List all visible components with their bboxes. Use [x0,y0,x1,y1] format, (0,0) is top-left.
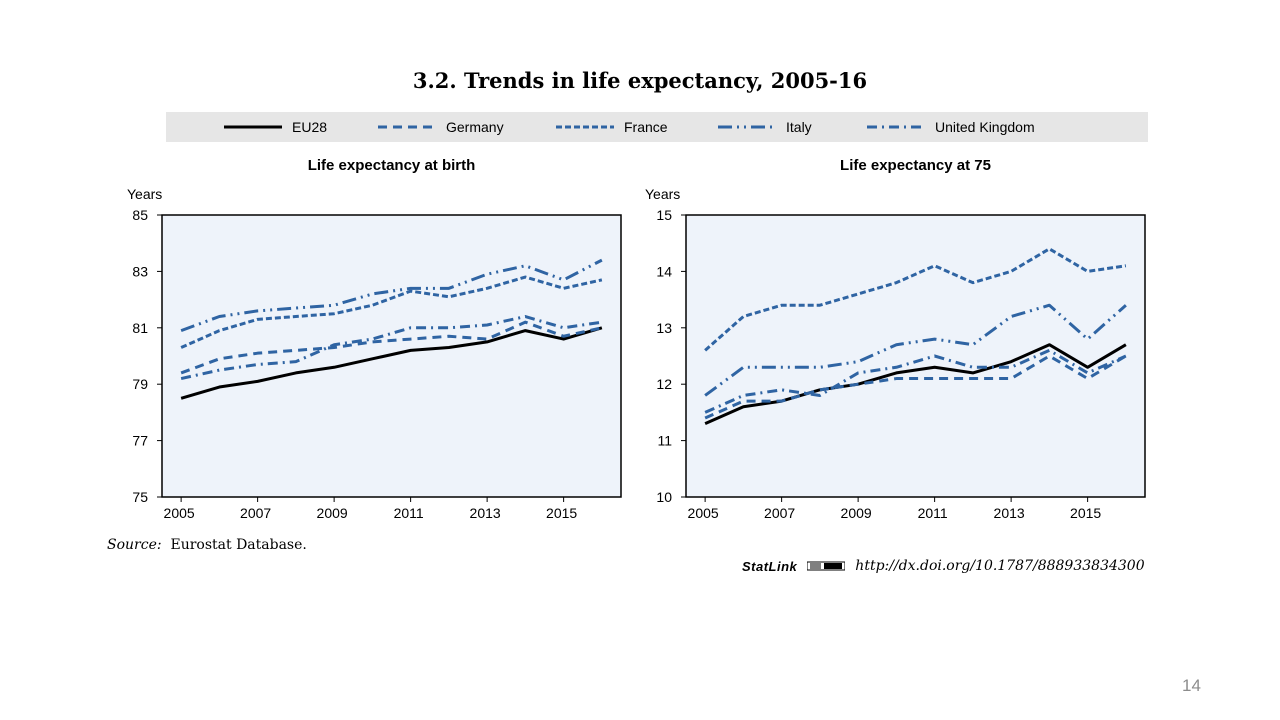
statlink-logo-icon [807,561,846,571]
y-tick-label: 83 [132,263,148,279]
chart-life-expectancy-75: 10 11 12 13 14 15 2005 2007 2009 2011 2013 2015 [656,207,1146,521]
series-line-uk [180,315,603,381]
y-tick-label: 79 [132,376,148,392]
y-tick-label: 12 [656,376,672,392]
series-line-france [180,275,603,349]
legend-item-germany: Germany [378,112,504,142]
source-text: Eurostat Database. [170,537,307,553]
y-tick-label: 11 [657,433,672,449]
y-axis-label-75: Years [645,186,681,202]
legend-label: Germany [446,119,504,135]
y-tick-label: 81 [132,320,148,336]
figure-title: 3.2. Trends in life expectancy, 2005-16 [412,68,868,93]
y-tick-label: 15 [656,207,672,223]
x-tick-label: 2005 [688,505,719,521]
series-line-germany [704,354,1127,420]
y-tick-label: 13 [656,320,672,336]
series-line-germany [180,320,603,375]
statlink-url[interactable]: http://dx.doi.org/10.1787/888933834300 [855,558,1145,574]
x-tick-label: 2007 [240,505,271,521]
x-tick-label: 2013 [994,505,1025,521]
statlink-label: StatLink [742,558,798,574]
x-tick-label: 2015 [546,505,577,521]
legend-item-eu28: EU28 [224,112,327,142]
y-tick-label: 75 [132,489,148,505]
y-tick-label: 10 [656,489,672,505]
x-tick-label: 2007 [764,505,795,521]
source-note: Source: Eurostat Database. [107,537,307,553]
x-tick-label: 2015 [1070,505,1101,521]
legend-label: France [624,119,668,135]
y-tick-label: 77 [132,433,148,449]
panel-title-75: Life expectancy at 75 [840,157,991,174]
legend: EU28 Germany France Italy United Kingdom [166,112,1148,142]
x-tick-label: 2009 [841,505,872,521]
legend-swatch-uk [867,125,925,129]
legend-label: United Kingdom [935,119,1035,135]
series-line-eu28 [180,326,603,400]
legend-item-italy: Italy [718,112,812,142]
legend-swatch-italy [718,125,776,129]
x-tick-label: 2011 [394,505,424,521]
x-tick-label: 2013 [470,505,501,521]
series-line-uk [704,348,1127,414]
x-tick-label: 2011 [918,505,948,521]
panel-title-birth: Life expectancy at birth [307,157,476,174]
legend-swatch-france [556,125,614,129]
plot-area [685,214,1146,498]
y-tick-label: 85 [132,207,148,223]
y-axis-label-birth: Years [127,186,163,202]
page-number: 14 [1182,676,1201,695]
legend-swatch-germany [378,125,436,129]
legend-item-france: France [556,112,668,142]
series-line-france [704,247,1127,352]
series-line-italy [704,303,1127,397]
y-tick-label: 14 [656,263,672,279]
legend-item-uk: United Kingdom [867,112,1035,142]
statlink[interactable]: StatLink http://dx.doi.org/10.1787/88893… [742,558,1145,574]
legend-label: EU28 [292,119,328,135]
legend-label: Italy [786,119,812,135]
x-tick-label: 2009 [317,505,348,521]
series-line-eu28 [704,343,1127,426]
series-line-italy [180,258,603,333]
legend-swatch-eu28 [224,125,282,129]
chart-life-expectancy-birth: 75 77 79 81 83 85 2005 2007 2009 2011 2013 2015 [132,207,622,521]
source-label: Source: [107,537,162,553]
x-tick-label: 2005 [164,505,195,521]
